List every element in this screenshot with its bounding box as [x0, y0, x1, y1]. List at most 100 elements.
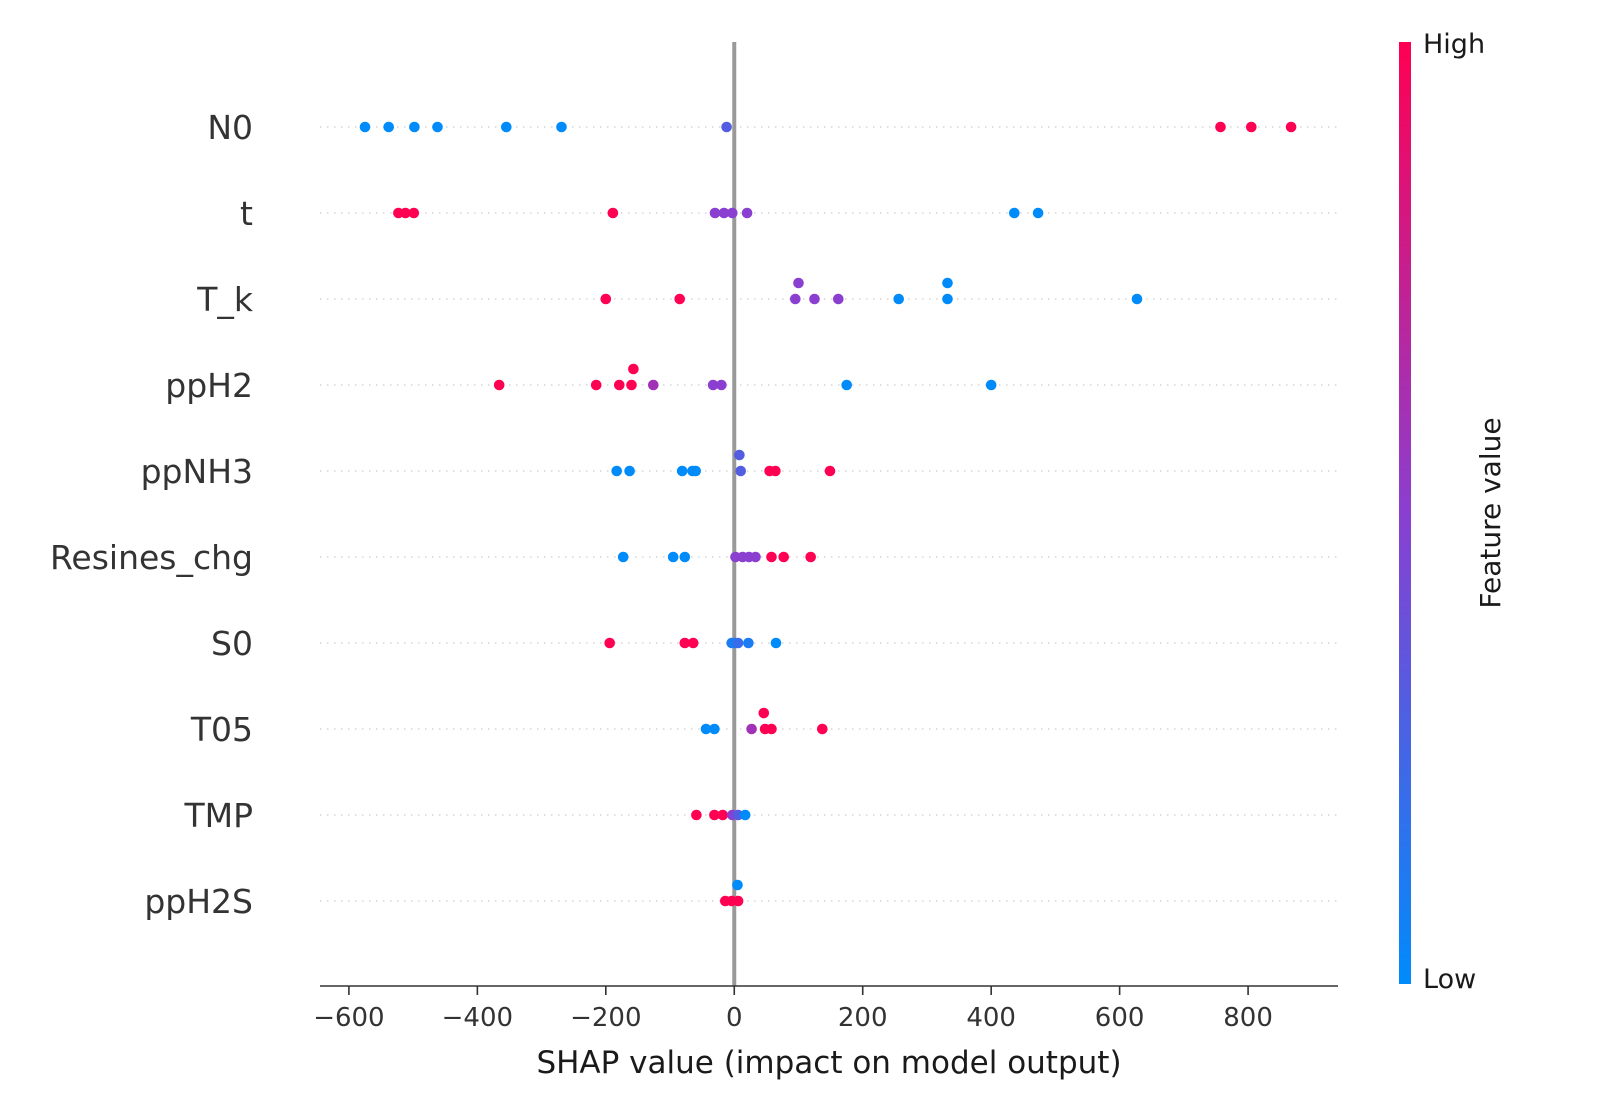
shap-point	[707, 379, 719, 391]
shap-point	[614, 379, 625, 391]
shap-point	[1246, 121, 1257, 133]
shap-point	[734, 449, 745, 461]
shap-point	[501, 121, 512, 133]
colorbar-title: Feature value	[1474, 417, 1507, 608]
feature-labels: N0 t T_k ppH2 ppNH3 Resines_chg S0 T05 TMP ppH2S	[50, 108, 254, 921]
shap-point	[690, 465, 701, 477]
shap-point	[746, 723, 757, 735]
shap-point	[667, 551, 679, 563]
shap-point	[735, 465, 746, 477]
x-tick-label: 600	[1095, 1003, 1145, 1033]
shap-point	[400, 207, 411, 219]
shap-point	[741, 207, 753, 219]
shap-point	[409, 121, 420, 133]
shap-point	[721, 121, 732, 133]
shap-point	[648, 379, 659, 391]
x-axis-ticks: −600 −400 −200 0 200 400 600 800	[313, 986, 1273, 1033]
shap-point	[709, 207, 721, 219]
shap-point	[893, 293, 904, 305]
shap-point	[718, 207, 730, 219]
x-axis-title: SHAP value (impact on model output)	[536, 1045, 1121, 1081]
shap-point	[687, 637, 699, 649]
colorbar-high-label: High	[1423, 29, 1485, 60]
feature-label: T05	[190, 710, 253, 749]
shap-point	[556, 121, 567, 133]
feature-label: S0	[211, 624, 253, 663]
shap-point	[607, 207, 619, 219]
shap-point	[841, 379, 852, 391]
shap-point	[1215, 121, 1226, 133]
shap-point	[732, 637, 744, 649]
shap-point	[709, 723, 720, 735]
shap-point	[817, 723, 828, 735]
shap-point	[727, 207, 738, 219]
shap-point	[674, 293, 685, 305]
shap-point	[408, 207, 420, 219]
shap-point	[617, 551, 629, 563]
x-tick-label: −600	[313, 1003, 384, 1033]
shap-point	[766, 723, 777, 735]
shap-point	[758, 707, 770, 719]
x-tick-label: 200	[838, 1003, 888, 1033]
shap-point	[359, 121, 371, 133]
shap-point	[942, 277, 953, 289]
shap-point	[626, 379, 637, 391]
shap-point	[805, 551, 816, 563]
shap-point	[600, 293, 612, 305]
x-tick-label: −400	[442, 1003, 513, 1033]
shap-point	[1009, 207, 1020, 219]
shap-point	[1032, 207, 1044, 219]
shap-point	[709, 809, 720, 821]
shap-point	[624, 465, 635, 477]
shap-point	[676, 465, 688, 477]
shap-point	[985, 379, 997, 391]
shap-point	[743, 637, 754, 649]
shap-point	[739, 809, 751, 821]
shap-point	[700, 723, 712, 735]
shap-point	[766, 551, 777, 563]
shap-points	[359, 121, 1297, 907]
shap-point	[824, 465, 836, 477]
shap-point	[750, 551, 761, 563]
shap-point	[383, 121, 395, 133]
shap-point	[833, 293, 844, 305]
shap-point	[716, 379, 727, 391]
shap-point	[628, 363, 639, 375]
shap-point	[732, 879, 743, 891]
x-tick-label: 800	[1223, 1003, 1273, 1033]
shap-point	[611, 465, 622, 477]
shap-point	[778, 551, 789, 563]
colorbar-low-label: Low	[1423, 964, 1476, 995]
shap-point	[770, 637, 782, 649]
shap-point	[732, 895, 744, 907]
shap-point	[793, 277, 804, 289]
shap-point	[1131, 293, 1143, 305]
colorbar	[1399, 42, 1411, 984]
feature-label: ppH2	[165, 366, 253, 405]
shap-point	[1285, 121, 1297, 133]
feature-label: N0	[207, 108, 253, 147]
feature-label: TMP	[183, 796, 253, 835]
feature-label: Resines_chg	[50, 538, 253, 577]
shap-point	[809, 293, 820, 305]
shap-point	[691, 809, 702, 821]
x-tick-label: −200	[570, 1003, 641, 1033]
feature-label: ppH2S	[144, 882, 253, 921]
shap-point	[717, 809, 728, 821]
shap-point	[432, 121, 443, 133]
shap-point	[590, 379, 602, 391]
feature-label: t	[240, 194, 253, 233]
shap-point	[493, 379, 505, 391]
feature-label: ppNH3	[141, 452, 253, 491]
shap-point	[679, 637, 691, 649]
shap-point	[770, 465, 781, 477]
x-tick-label: 400	[966, 1003, 1016, 1033]
row-gridlines	[320, 126, 1338, 902]
shap-point	[942, 293, 953, 305]
x-tick-label: 0	[726, 1003, 743, 1033]
feature-label: T_k	[196, 280, 254, 319]
shap-point	[679, 551, 691, 563]
shap-point	[790, 293, 801, 305]
shap-point	[604, 637, 615, 649]
